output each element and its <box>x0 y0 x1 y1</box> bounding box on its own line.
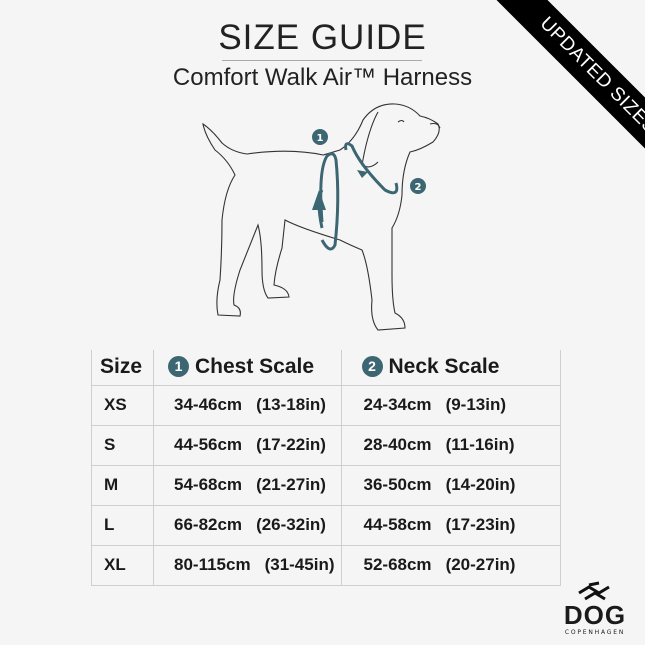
chest-cell: 44-56cm (17-22in) <box>153 424 342 466</box>
size-cell: XL <box>91 544 154 586</box>
table-row: L 66-82cm (26-32in) 44-58cm (17-23in) <box>91 504 561 546</box>
neck-arrow-icon <box>357 170 368 178</box>
marker-1-icon <box>312 129 328 145</box>
table-row: M 54-68cm (21-27in) 36-50cm (14-20in) <box>91 464 561 506</box>
chest-cell: 34-46cm (13-18in) <box>153 384 342 426</box>
size-cell: M <box>91 464 154 506</box>
chest-cm: 44-56cm <box>174 435 243 454</box>
neck-cell: 36-50cm (14-20in) <box>340 464 561 506</box>
header-chest-label: Chest Scale <box>195 355 315 379</box>
neck-in: (17-23in) <box>445 515 516 534</box>
dog-eye <box>397 119 405 123</box>
page-title: SIZE GUIDE <box>218 18 427 57</box>
neck-cm: 36-50cm <box>363 475 432 494</box>
table-row: XL 80-115cm (31-45in) 52-68cm (20-27in) <box>91 544 561 586</box>
neck-cm: 52-68cm <box>363 555 432 574</box>
chest-cell: 54-68cm (21-27in) <box>153 464 342 506</box>
neck-in: (14-20in) <box>445 475 516 494</box>
chest-arrow-icon <box>312 190 326 210</box>
table-header-row: Size 1 Chest Scale 2 Neck Scale <box>91 350 561 386</box>
chest-cm: 80-115cm <box>174 555 251 574</box>
table-row: XS 34-46cm (13-18in) 24-34cm (9-13in) <box>91 384 561 426</box>
table-row: S 44-56cm (17-22in) 28-40cm (11-16in) <box>91 424 561 466</box>
title-divider <box>222 60 422 61</box>
dog-nose <box>429 122 441 129</box>
neck-cell: 44-58cm (17-23in) <box>340 504 561 546</box>
dog-copenhagen-logo: DOG COPENHAGEN <box>555 581 635 637</box>
chest-cell: 66-82cm (26-32in) <box>153 504 342 546</box>
neck-cm: 24-34cm <box>363 395 432 414</box>
chest-cm: 54-68cm <box>174 475 243 494</box>
header-chest: 1 Chest Scale <box>153 350 342 386</box>
dog-outline <box>202 103 440 331</box>
header-neck-label: Neck Scale <box>388 355 500 379</box>
neck-cm: 44-58cm <box>363 515 432 534</box>
size-cell: S <box>91 424 154 466</box>
neck-in: (9-13in) <box>445 395 507 414</box>
marker-2-icon <box>410 178 426 194</box>
product-name: Comfort Walk Air™ Harness <box>172 64 473 91</box>
neck-cell: 52-68cm (20-27in) <box>340 544 561 586</box>
chest-cm: 66-82cm <box>174 515 243 534</box>
neck-in: (20-27in) <box>445 555 516 574</box>
neck-measure-loop <box>344 142 399 195</box>
chest-in: (21-27in) <box>256 475 326 494</box>
neck-cell: 24-34cm (9-13in) <box>340 384 561 426</box>
dog-measurement-illustration: 1 2 <box>202 103 441 331</box>
logo-word: DOG <box>563 600 627 630</box>
neck-number-icon: 2 <box>361 356 383 378</box>
marker-1-label: 1 <box>317 133 324 144</box>
chest-in: (13-18in) <box>256 395 326 414</box>
header-size: Size <box>91 350 154 386</box>
logo-sub: COPENHAGEN <box>564 629 626 636</box>
marker-2-label: 2 <box>415 182 422 193</box>
chest-cm: 34-46cm <box>174 395 243 414</box>
dog-ear <box>361 111 379 168</box>
size-table: Size 1 Chest Scale 2 Neck Scale XS 34-46cm… <box>91 350 561 586</box>
header-neck: 2 Neck Scale <box>340 350 561 386</box>
size-cell: XS <box>91 384 154 426</box>
chest-in: (26-32in) <box>256 515 326 534</box>
neck-in: (11-16in) <box>445 435 515 454</box>
neck-cm: 28-40cm <box>363 435 432 454</box>
chest-number-icon: 1 <box>168 356 189 378</box>
size-cell: L <box>91 504 154 546</box>
chest-in: (31-45in) <box>264 555 335 574</box>
neck-cell: 28-40cm (11-16in) <box>340 424 561 466</box>
logo-mark-icon <box>578 581 610 601</box>
chest-cell: 80-115cm (31-45in) <box>153 544 342 586</box>
chest-in: (17-22in) <box>256 435 326 454</box>
